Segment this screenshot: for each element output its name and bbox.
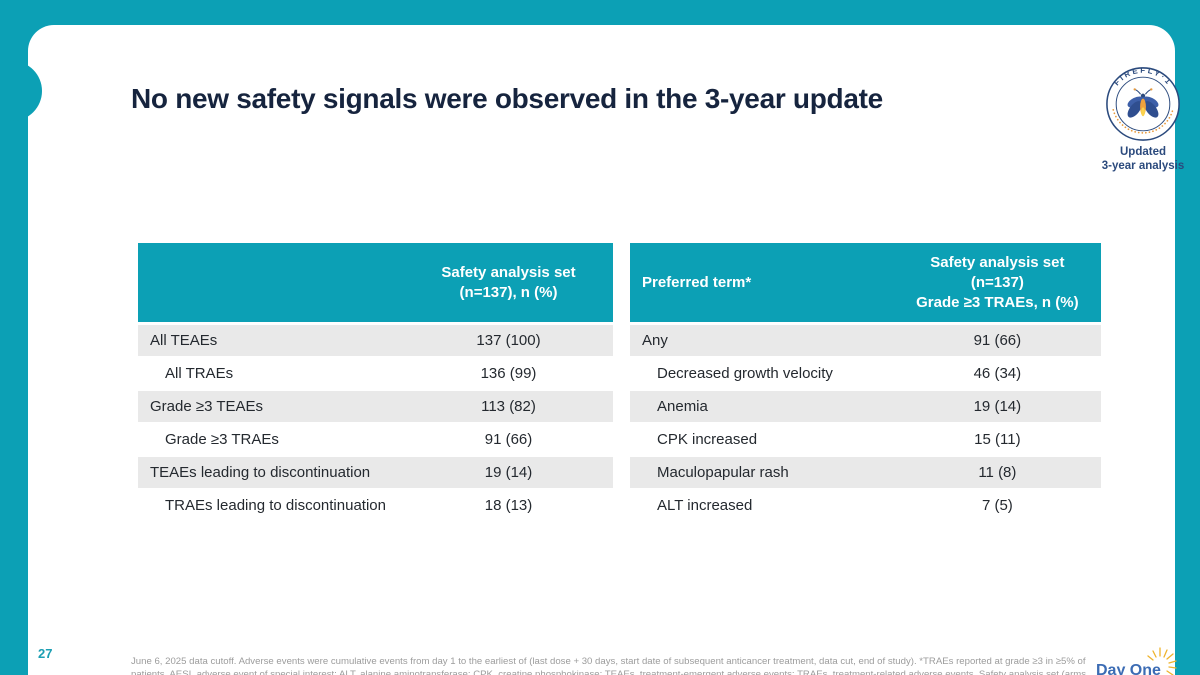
row-label: ALT increased bbox=[657, 497, 753, 514]
row-label: TEAEs leading to discontinuation bbox=[150, 464, 371, 481]
row-value: 19 (14) bbox=[484, 464, 533, 481]
table-row: TEAEs leading to discontinuation 19 (14) bbox=[138, 457, 613, 490]
footnote: June 6, 2025 data cutoff. Adverse events… bbox=[131, 655, 1094, 675]
logo-wordmark: Day One bbox=[1096, 662, 1161, 675]
table-row: Decreased growth velocity 46 (34) bbox=[630, 358, 1101, 391]
table-row: CPK increased 15 (11) bbox=[630, 424, 1101, 457]
day-one-logo-icon: Day One BIOPHARMACEUTICALS bbox=[1096, 647, 1177, 675]
company-logo: Day One BIOPHARMACEUTICALS bbox=[1094, 643, 1180, 675]
teae-summary-table: Safety analysis set (n=137), n (%) All T… bbox=[138, 243, 613, 523]
table-row: Maculopapular rash 11 (8) bbox=[630, 457, 1101, 490]
header-cell-safety-analysis-set: Safety analysis set (n=137), n (%) bbox=[441, 263, 576, 301]
slide-card: No new safety signals were observed in t… bbox=[28, 25, 1184, 675]
row-label: Anemia bbox=[657, 398, 708, 415]
table-row: Grade ≥3 TEAEs 113 (82) bbox=[138, 391, 613, 424]
row-value: 19 (14) bbox=[973, 398, 1022, 415]
row-label: All TRAEs bbox=[165, 365, 234, 382]
table-row: TRAEs leading to discontinuation 18 (13) bbox=[138, 490, 613, 523]
page-number: 27 bbox=[38, 646, 53, 661]
slide-title: No new safety signals were observed in t… bbox=[131, 83, 883, 114]
row-label: All TEAEs bbox=[150, 332, 218, 349]
table-row: Any 91 (66) bbox=[630, 325, 1101, 358]
table-row: Grade ≥3 TRAEs 91 (66) bbox=[138, 424, 613, 457]
preferred-term-table-header: Preferred term* Safety analysis set (n=1… bbox=[630, 243, 1101, 325]
sunburst-icon bbox=[1147, 647, 1177, 675]
table-row: ALT increased 7 (5) bbox=[630, 490, 1101, 523]
table-row: All TEAEs 137 (100) bbox=[138, 325, 613, 358]
preferred-term-table: Preferred term* Safety analysis set (n=1… bbox=[630, 243, 1101, 523]
row-label: Grade ≥3 TRAEs bbox=[165, 431, 279, 448]
row-label: Grade ≥3 TEAEs bbox=[150, 398, 264, 415]
row-label: CPK increased bbox=[657, 431, 758, 448]
preferred-term-table-body: Any 91 (66) Decreased growth velocity 46… bbox=[630, 325, 1101, 523]
header-cell-grade3-traes: Safety analysis set (n=137) Grade ≥3 TRA… bbox=[916, 253, 1079, 311]
teae-summary-table-body: All TEAEs 137 (100) All TRAEs 136 (99) G… bbox=[138, 325, 613, 523]
row-value: 91 (66) bbox=[973, 332, 1022, 349]
row-value: 18 (13) bbox=[484, 497, 533, 514]
row-label: Any bbox=[642, 332, 668, 349]
firefly-badge-icon: FIREFLY·1 bbox=[1106, 66, 1180, 141]
row-value: 113 (82) bbox=[481, 398, 536, 415]
teae-summary-table-header: Safety analysis set (n=137), n (%) bbox=[138, 243, 613, 325]
row-label: Decreased growth velocity bbox=[657, 365, 833, 382]
row-value: 7 (5) bbox=[981, 497, 1013, 514]
firefly-icon bbox=[1127, 88, 1159, 118]
row-label: TRAEs leading to discontinuation bbox=[165, 497, 386, 514]
badge-caption-line2: 3-year analysis bbox=[1101, 160, 1185, 172]
row-value: 137 (100) bbox=[476, 332, 541, 349]
row-value: 46 (34) bbox=[973, 365, 1022, 382]
row-value: 136 (99) bbox=[480, 365, 537, 382]
row-value: 11 (8) bbox=[978, 464, 1017, 481]
study-badge: FIREFLY·1 Updated 3-ye bbox=[1086, 65, 1200, 173]
row-label: Maculopapular rash bbox=[657, 464, 789, 481]
table-row: Anemia 19 (14) bbox=[630, 391, 1101, 424]
header-cell-preferred-term: Preferred term* bbox=[642, 274, 752, 291]
row-value: 91 (66) bbox=[484, 431, 533, 448]
badge-caption-line1: Updated bbox=[1120, 146, 1166, 158]
footnote-text: June 6, 2025 data cutoff. Adverse events… bbox=[131, 656, 1087, 675]
row-value: 15 (11) bbox=[974, 431, 1021, 448]
badge-caption: Updated 3-year analysis bbox=[1086, 145, 1200, 173]
table-row: All TRAEs 136 (99) bbox=[138, 358, 613, 391]
